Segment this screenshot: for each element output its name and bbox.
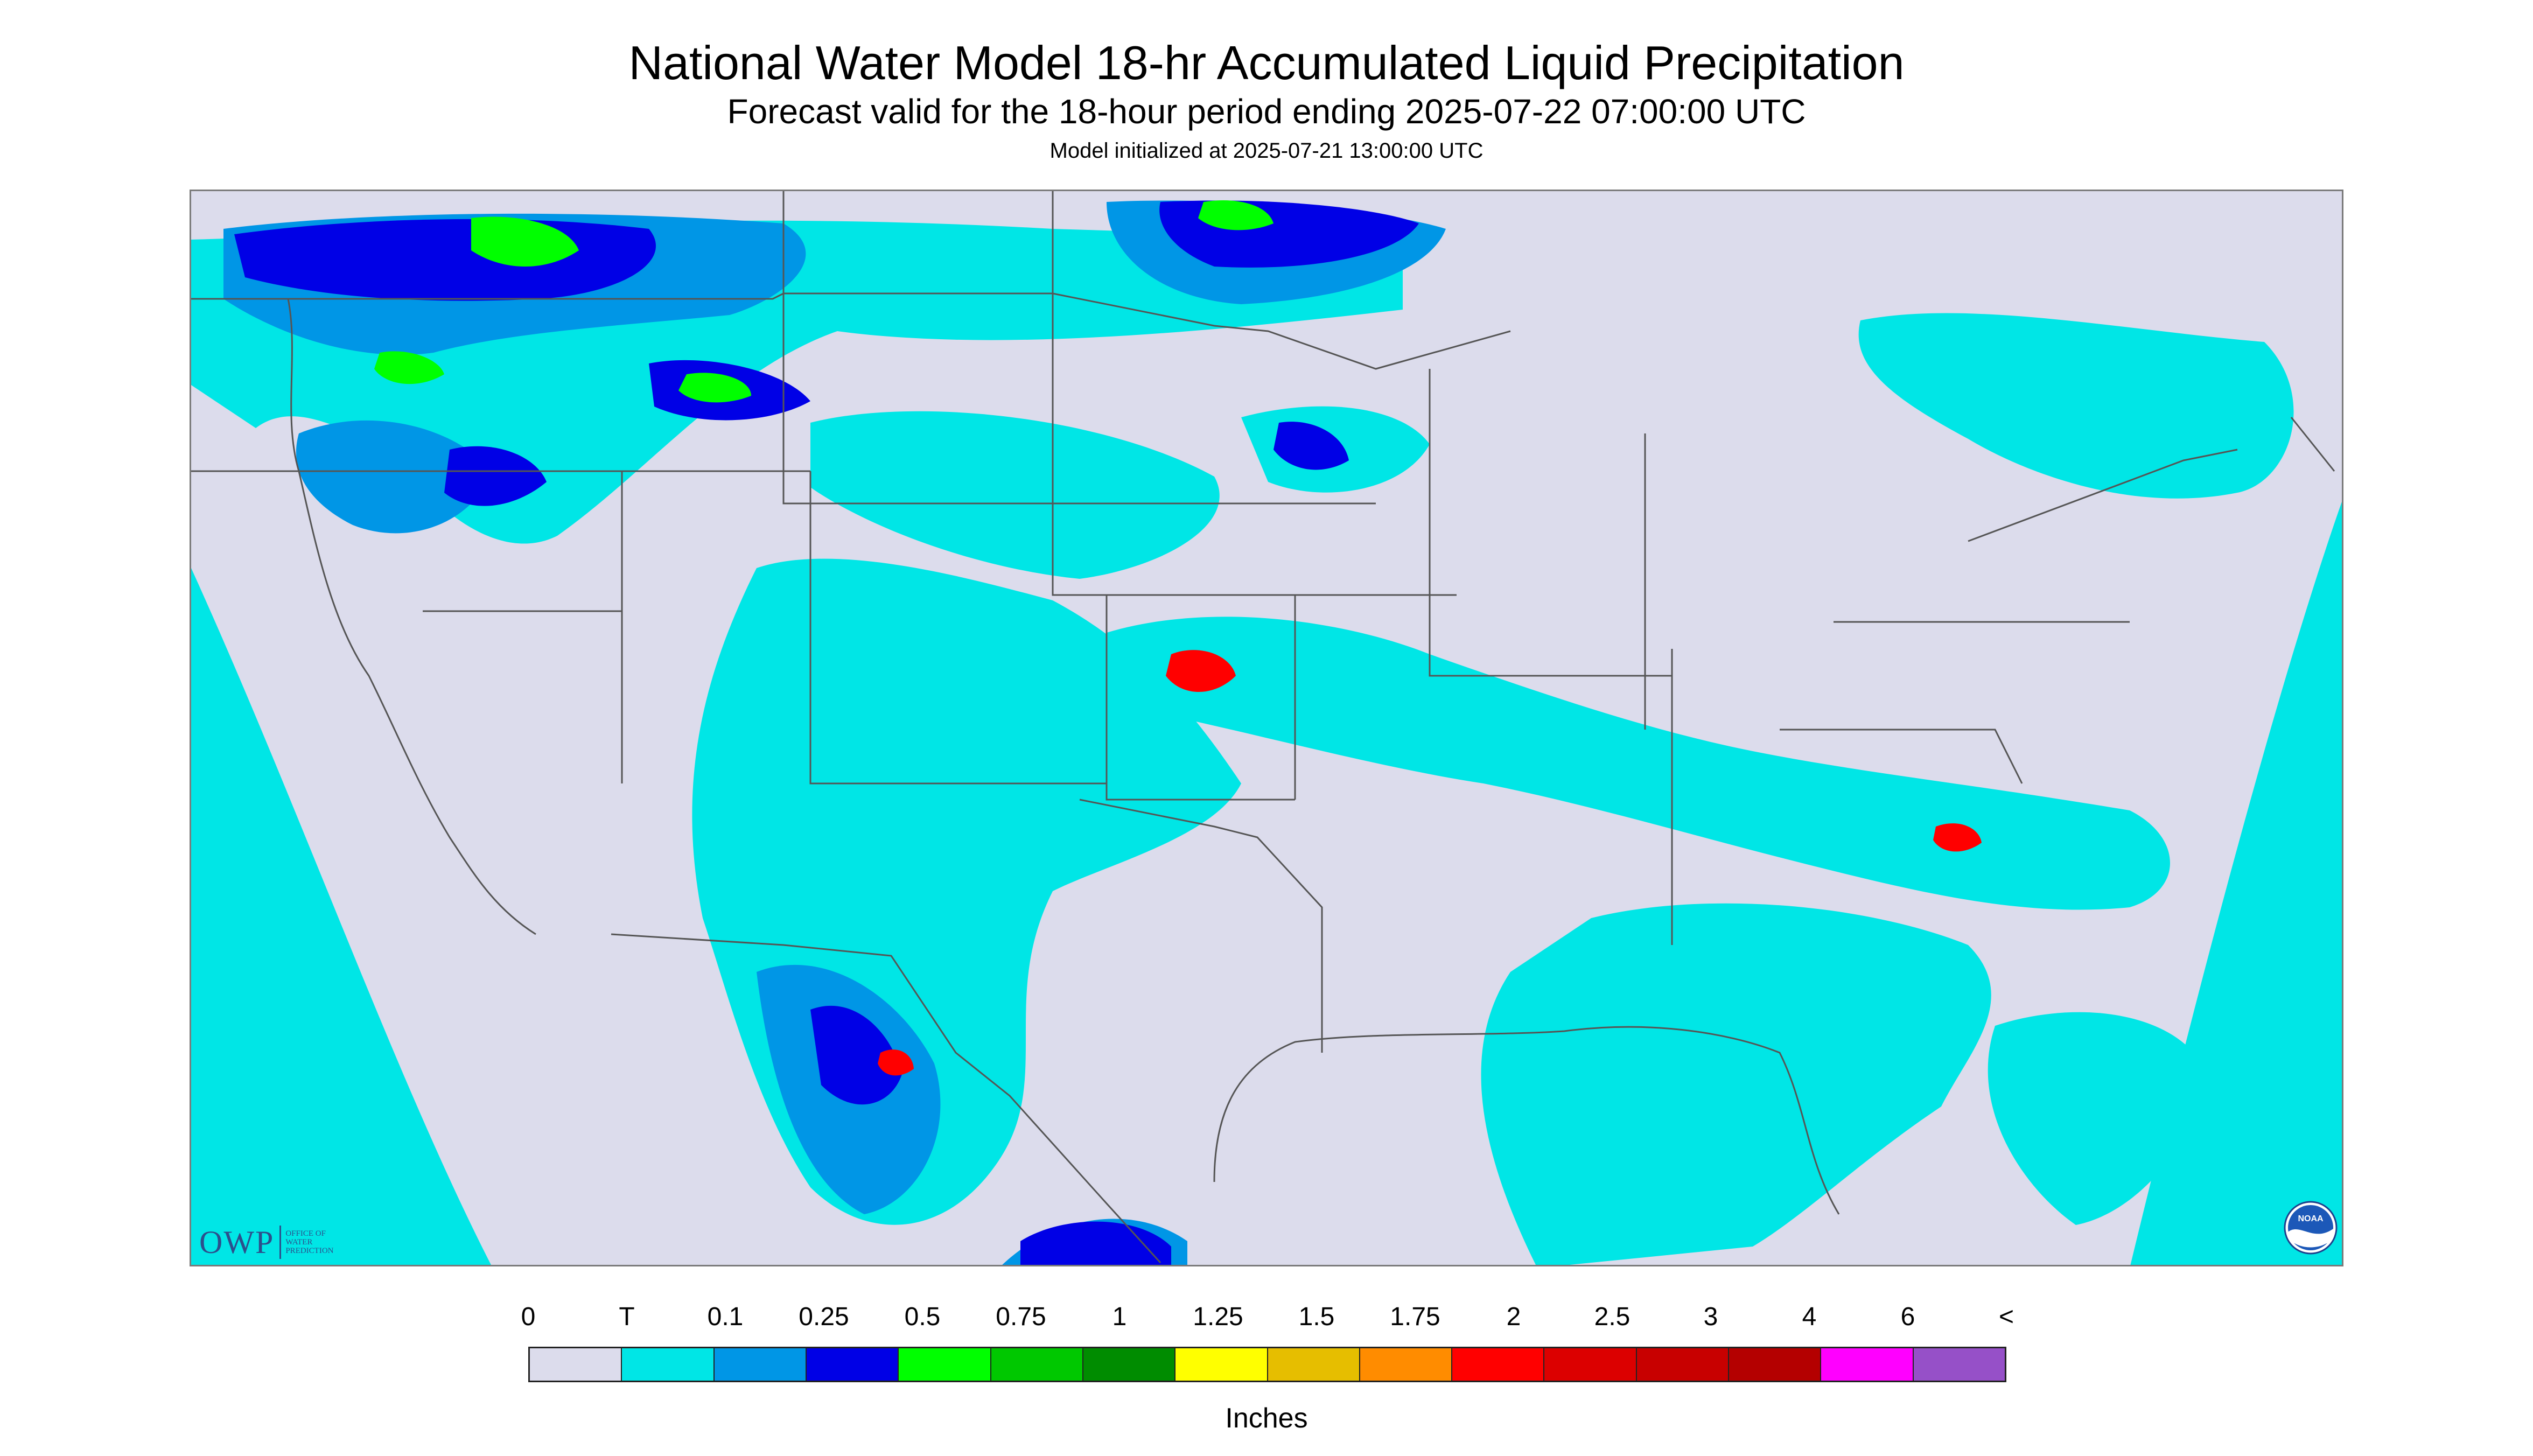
legend-swatch: [1083, 1348, 1176, 1381]
legend-tick-label: 1.25: [1193, 1303, 1243, 1331]
map-canvas: [191, 191, 2342, 1265]
precip-area: [878, 1049, 914, 1076]
boundary-line: [1052, 191, 1457, 596]
precip-area: [471, 216, 579, 267]
precipitation-map: [190, 190, 2343, 1266]
legend-tick-label: 6: [1900, 1303, 1915, 1331]
precip-area: [678, 373, 751, 403]
boundary-line: [1968, 449, 2238, 542]
legend-tick-label: 2: [1506, 1303, 1521, 1331]
legend-tick-label: <: [1998, 1303, 2014, 1331]
precip-area: [1166, 650, 1236, 692]
legend-swatch: [1360, 1348, 1453, 1381]
coastline: [287, 298, 536, 935]
boundary-line: [782, 191, 1376, 505]
boundary-line: [2290, 417, 2335, 472]
boundary-line: [1780, 729, 2023, 784]
precip-area: [810, 411, 1220, 579]
precip-area: [810, 1005, 902, 1105]
legend-tick-label: 1.5: [1298, 1303, 1335, 1331]
legend-swatch: [1913, 1348, 2005, 1381]
legend-tick-label: 2.5: [1594, 1303, 1631, 1331]
legend-tick-label: 4: [1802, 1303, 1817, 1331]
boundary-line: [1079, 799, 1323, 1053]
legend-tick-label: 0.75: [996, 1303, 1046, 1331]
precip-area: [1858, 313, 2294, 499]
precip-area: [1198, 200, 1274, 230]
legend-tick-label: 1.75: [1390, 1303, 1440, 1331]
owp-logo-line: OFFICE OF: [285, 1229, 326, 1238]
boundary-line: [1105, 595, 1295, 801]
precip-area: [1933, 823, 1982, 852]
legend-swatch: [1544, 1348, 1637, 1381]
legend-swatch: [1821, 1348, 1914, 1381]
legend-tick-label: 1: [1112, 1303, 1127, 1331]
owp-logo-subtext: OFFICE OF WATER PREDICTION: [285, 1229, 333, 1255]
owp-logo-line: PREDICTION: [285, 1247, 334, 1255]
owp-logo-line: WATER: [285, 1238, 313, 1247]
legend-swatch: [622, 1348, 715, 1381]
owp-logo: OWP OFFICE OF WATER PREDICTION: [199, 1223, 334, 1261]
legend-swatch: [1636, 1348, 1730, 1381]
legend-swatch: [1175, 1348, 1268, 1381]
legend-tick-label: 0.1: [707, 1303, 744, 1331]
legend-swatch: [806, 1348, 899, 1381]
precip-area: [1481, 903, 1991, 1265]
legend-color-bar: [528, 1347, 2006, 1382]
legend-tick-label: 0: [521, 1303, 536, 1331]
legend-tick-label: T: [619, 1303, 635, 1331]
precip-area: [1274, 422, 1349, 470]
noaa-logo: NOAA: [2284, 1201, 2338, 1255]
precip-area: [374, 351, 444, 384]
legend-swatch: [1729, 1348, 1822, 1381]
legend-swatch: [1268, 1348, 1360, 1381]
state-boundaries: [191, 191, 2335, 1264]
gulf-coastline: [1213, 1026, 1840, 1215]
precip-area: [444, 446, 547, 506]
owp-logo-divider: [279, 1226, 282, 1259]
boundary-line: [1429, 369, 1672, 677]
legend-tick-label: 0.5: [904, 1303, 941, 1331]
owp-logo-text: OWP: [199, 1224, 275, 1260]
legend-swatch: [991, 1348, 1083, 1381]
precip-area: [1988, 1012, 2210, 1225]
legend-swatch: [714, 1348, 807, 1381]
figure-title: National Water Model 18-hr Accumulated L…: [628, 36, 1905, 89]
legend-swatch: [1452, 1348, 1545, 1381]
legend-swatch: [530, 1348, 622, 1381]
legend-tick-label: 3: [1703, 1303, 1718, 1331]
boundary-line: [611, 933, 1161, 1264]
precip-area: [1107, 617, 2170, 910]
legend-tick-label: 0.25: [799, 1303, 849, 1331]
boundary-line: [809, 471, 1107, 785]
precipitation-layer: [191, 200, 2294, 1265]
model-init-line: Model initialized at 2025-07-21 13:00:00…: [1049, 139, 1484, 163]
noaa-logo-text: NOAA: [2298, 1214, 2324, 1223]
legend-units-label: Inches: [1225, 1403, 1308, 1434]
precip-area: [296, 420, 493, 534]
boundary-line: [191, 292, 1511, 370]
forecast-valid-subtitle: Forecast valid for the 18-hour period en…: [727, 92, 1806, 131]
legend-swatch: [899, 1348, 991, 1381]
